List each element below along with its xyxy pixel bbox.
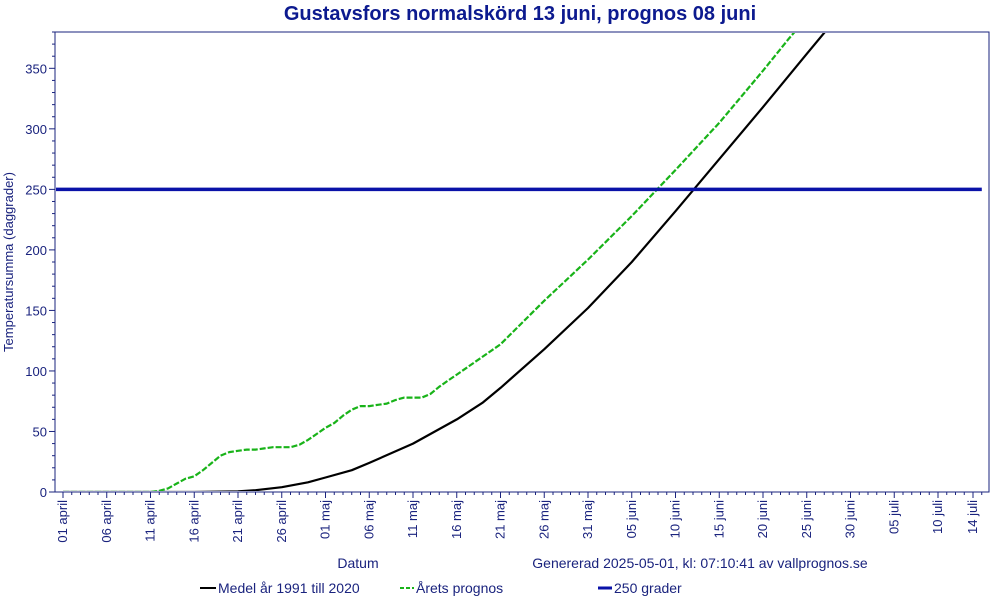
y-tick-label: 250 <box>25 182 47 197</box>
y-tick-label: 0 <box>40 485 47 500</box>
x-tick-label: 11 april <box>143 500 158 542</box>
x-tick-label: 16 april <box>186 500 201 543</box>
y-axis-ticks: 0 50 100 150 200 250 300 350 <box>25 31 55 500</box>
plot-area-frame <box>54 31 990 493</box>
y-tick-label: 300 <box>25 122 47 137</box>
legend-label-medel: Medel år 1991 till 2020 <box>218 580 360 596</box>
x-tick-label: 15 juni <box>711 500 726 538</box>
x-tick-label: 06 maj <box>361 500 376 539</box>
x-tick-label: 21 maj <box>493 500 508 539</box>
x-tick-label: 10 juli <box>930 500 945 534</box>
x-tick-label: 11 maj <box>405 500 420 538</box>
legend-label-prognos: Årets prognos <box>416 580 503 596</box>
generated-text: Genererad 2025-05-01, kl: 07:10:41 av va… <box>532 555 868 571</box>
series-layer <box>56 33 982 491</box>
y-tick-label: 350 <box>25 61 47 76</box>
x-tick-label: 25 juni <box>799 500 814 538</box>
x-tick-label: 16 maj <box>449 500 464 539</box>
x-tick-label: 05 juni <box>624 500 639 538</box>
y-tick-label: 100 <box>25 364 47 379</box>
y-tick-label: 50 <box>33 424 47 439</box>
legend: Medel år 1991 till 2020 Årets prognos 25… <box>200 580 682 596</box>
x-tick-label: 01 april <box>55 500 70 543</box>
x-tick-label: 31 maj <box>580 500 595 539</box>
x-tick-label: 05 juli <box>886 500 901 534</box>
x-tick-label: 14 juli <box>965 500 980 534</box>
x-tick-label: 21 april <box>230 500 245 543</box>
x-axis-label: Datum <box>337 555 378 571</box>
x-tick-label: 20 juni <box>755 500 770 538</box>
x-axis-ticks: 01 april 06 april 11 april 16 april 21 april… <box>55 492 983 543</box>
y-tick-label: 200 <box>25 243 47 258</box>
x-tick-label: 01 maj <box>318 500 333 539</box>
y-tick-label: 150 <box>25 303 47 318</box>
series-prognos-line <box>63 33 796 491</box>
x-tick-label: 26 april <box>274 500 289 543</box>
x-tick-label: 30 juni <box>843 500 858 538</box>
chart-title: Gustavsfors normalskörd 13 juni, prognos… <box>284 3 756 25</box>
x-tick-label: 06 april <box>99 500 114 543</box>
series-medel-line <box>63 33 826 491</box>
legend-label-250: 250 grader <box>614 580 682 596</box>
y-axis-label: Temperatursumma (daggrader) <box>1 172 16 352</box>
x-tick-label: 26 maj <box>536 500 551 539</box>
x-tick-label: 10 juni <box>668 500 683 538</box>
